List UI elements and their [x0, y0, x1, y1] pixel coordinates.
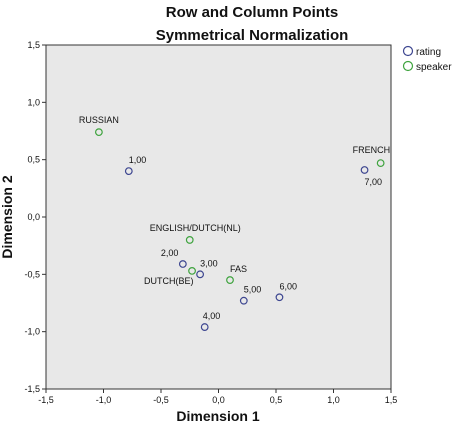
y-axis-title: Dimension 2: [0, 175, 15, 258]
x-tick-label: -0,5: [153, 395, 169, 405]
y-tick-label: -0,5: [24, 269, 40, 279]
speaker-point-label: FRENCH: [353, 145, 391, 155]
rating-point-label: 1,00: [129, 155, 147, 165]
rating-point: [124, 167, 133, 176]
legend-label-speaker: speaker: [416, 62, 452, 73]
speaker-point: [94, 128, 103, 137]
x-axis-title: Dimension 1: [176, 408, 259, 424]
x-tick-label: 1,0: [327, 395, 340, 405]
speaker-point: [226, 276, 234, 284]
y-tick-label: -1,0: [24, 327, 40, 337]
rating-point: [196, 270, 205, 279]
rating-point: [200, 323, 209, 331]
legend: rating speaker: [402, 45, 452, 73]
x-tick-label: -1,5: [38, 395, 54, 405]
speaker-point-label: ENGLISH/DUTCH(NL): [150, 223, 241, 233]
rating-point: [360, 166, 369, 174]
plot-area: [45, 44, 392, 390]
data-points: 1,00 2,00 3,00 4,00 5,00 6,00 7,00 RUSSIAN ENGLI…: [79, 115, 391, 331]
speaker-point: [188, 266, 196, 275]
chart-subtitle: Symmetrical Normalization: [156, 27, 349, 44]
x-tick-label: 0,5: [270, 395, 283, 405]
rating-point-label: 7,00: [365, 177, 383, 187]
rating-point-label: 4,00: [203, 311, 221, 321]
y-tick-label: 0,0: [27, 212, 40, 222]
y-tick-label: 0,5: [27, 155, 40, 165]
legend-marker-speaker: [402, 60, 414, 72]
y-tick-label: 1,5: [27, 40, 40, 50]
rating-point: [178, 260, 187, 268]
speaker-point-label: DUTCH(BE): [144, 276, 194, 286]
y-tick-label: 1,0: [27, 97, 40, 107]
speaker-point: [376, 159, 385, 168]
x-tick-label: 0,0: [212, 395, 225, 405]
y-axis: -1,5 -1,0 -0,5 0,0 0,5 1,0 1,5: [24, 40, 46, 394]
y-tick-label: -1,5: [24, 384, 40, 394]
rating-point-label: 2,00: [161, 248, 179, 258]
x-tick-label: 1,5: [385, 395, 398, 405]
rating-point: [275, 293, 284, 302]
rating-point-label: 5,00: [244, 285, 262, 295]
x-tick-label: -1,0: [96, 395, 112, 405]
speaker-point-label: RUSSIAN: [79, 115, 119, 125]
rating-point-label: 6,00: [279, 281, 297, 291]
speaker-point: [185, 236, 194, 244]
rating-point-label: 3,00: [200, 258, 218, 268]
speaker-point-label: FAS: [230, 264, 247, 274]
rating-point: [239, 296, 248, 305]
x-axis: -1,5 -1,0 -0,5 0,0 0,5 1,0 1,5: [38, 389, 397, 405]
legend-marker-rating: [402, 45, 414, 57]
chart-title: Row and Column Points: [166, 4, 339, 21]
legend-label-rating: rating: [416, 47, 441, 58]
